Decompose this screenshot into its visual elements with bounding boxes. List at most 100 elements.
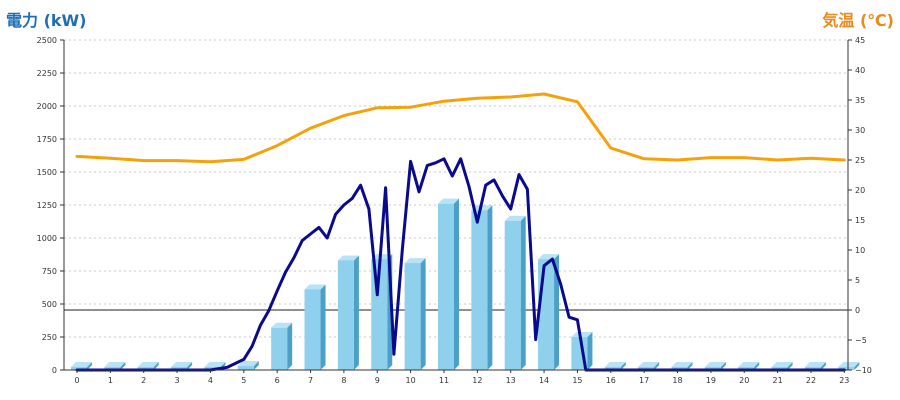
left-tick-label: 1250 [37,201,57,210]
x-tick-label: 3 [175,376,180,385]
left-tick-label: 2250 [37,69,57,78]
power-bar-side [320,284,326,370]
power-bar-side [120,362,126,370]
x-tick-label: 0 [74,376,79,385]
power-bar-side [453,198,459,370]
right-tick-label: 0 [855,306,860,315]
temperature-line [75,92,846,164]
power-bar-top [271,322,293,328]
right-tick-label: 20 [855,186,865,195]
right-tick-label: 30 [855,126,865,135]
right-tick-label: 10 [855,246,865,255]
x-tick-label: 6 [275,376,280,385]
power-bar-side [654,362,660,370]
power-bar-front [471,210,488,370]
power-bar [404,258,426,370]
power-bar-side [787,362,793,370]
right-axis-unit-label: 気温 (℃) [822,11,894,30]
power-bar [337,255,359,370]
x-tick-label: 10 [406,376,416,385]
power-bar-front [304,289,321,370]
x-tick-label: 23 [839,376,849,385]
power-bar-front [404,263,421,370]
power-bar [237,361,259,370]
power-line [75,157,846,372]
right-tick-label: 40 [855,66,865,75]
power-bar-side [587,332,593,370]
power-bar-side [487,205,493,370]
right-tick-label: 35 [855,96,865,105]
right-tick-label: −10 [855,366,872,375]
power-bar-side [754,362,760,370]
left-tick-label: 2000 [37,102,57,111]
power-bar-front [337,260,354,370]
left-tick-label: 1000 [37,234,57,243]
power-bar-side [253,361,259,370]
series-lines [75,92,846,372]
power-bar [437,198,459,370]
right-tick-label: 25 [855,156,865,165]
power-bar-top [738,362,760,367]
axes [60,39,852,373]
power-bar-side [187,362,193,370]
x-tick-label: 16 [606,376,616,385]
x-tick-label: 12 [472,376,482,385]
power-bar-top [804,362,826,367]
left-tick-label: 0 [52,366,57,375]
power-bar-side [287,322,293,370]
power-bar-front [237,366,254,370]
x-tick-label: 9 [375,376,380,385]
x-tick-label: 14 [539,376,549,385]
power-bar-side [620,362,626,370]
power-bar-front [504,220,521,370]
power-bar-top [137,362,159,367]
power-bars [71,198,860,370]
power-bar-top [671,362,693,367]
power-bar-side [854,362,860,370]
power-bar-top [704,362,726,367]
x-tick-label: 2 [141,376,146,385]
power-bar-front [437,203,454,370]
left-tick-label: 500 [42,300,57,309]
x-tick-label: 11 [439,376,449,385]
x-tick-label: 5 [241,376,246,385]
power-bar-front [538,259,555,370]
left-tick-label: 2500 [37,36,57,45]
right-tick-label: 5 [855,276,860,285]
left-tick-label: 250 [42,333,57,342]
power-bar-top [204,362,226,367]
left-tick-label: 1750 [37,135,57,144]
power-bar [471,205,493,370]
power-bar-top [237,361,259,367]
power-bar-top [304,284,326,290]
x-tick-label: 18 [672,376,682,385]
power-bar-top [71,362,92,367]
power-bar-top [771,362,793,367]
x-tick-label: 1 [108,376,113,385]
x-tick-label: 13 [506,376,516,385]
power-bar-top [171,362,193,367]
power-bar-side [520,215,526,370]
left-tick-label: 1500 [37,168,57,177]
x-tick-label: 21 [773,376,783,385]
x-tick-label: 8 [341,376,346,385]
right-tick-label: −5 [855,336,867,345]
x-tick-label: 22 [806,376,816,385]
power-bar-top [104,362,126,367]
power-bar-side [820,362,826,370]
power-bar-side [720,362,726,370]
power-bar-top [604,362,626,367]
tick-labels: 02505007501000125015001750200022502500−1… [37,36,872,385]
power-bar [504,215,526,370]
power-bar-front [271,327,288,370]
power-bar-top [638,362,660,367]
x-tick-label: 15 [572,376,582,385]
x-tick-label: 20 [739,376,749,385]
right-tick-label: 45 [855,36,865,45]
power-bar-side [554,254,560,370]
power-bar-top [437,198,459,204]
power-bar [304,284,326,370]
x-tick-label: 4 [208,376,213,385]
x-tick-label: 17 [639,376,649,385]
